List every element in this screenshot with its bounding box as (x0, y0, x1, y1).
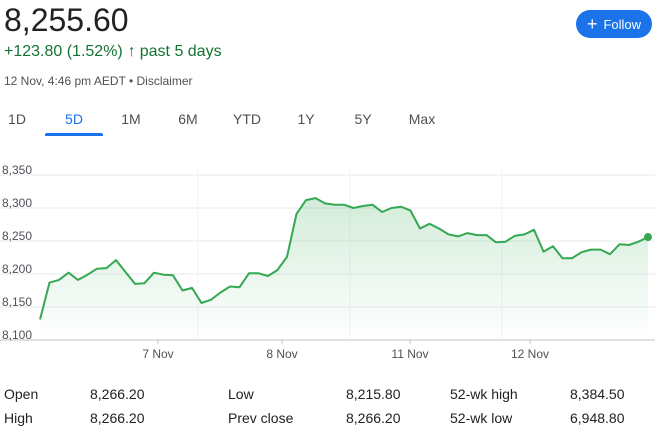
price-area (40, 198, 648, 340)
y-tick-label: 8,100 (2, 328, 32, 342)
stat-52wk-high-label: 52-wk high (450, 386, 518, 402)
last-point-marker[interactable] (644, 233, 652, 242)
y-tick-label: 8,350 (2, 163, 32, 177)
change-period: past 5 days (139, 43, 222, 60)
tab-max[interactable]: Max (408, 111, 436, 127)
tab-5y[interactable]: 5Y (354, 111, 372, 127)
arrow-up-icon: ↑ (127, 43, 136, 60)
tab-ytd[interactable]: YTD (233, 111, 261, 127)
price-line (39, 197, 649, 320)
stat-open-value: 8,266.20 (90, 386, 145, 402)
y-tick-label: 8,200 (2, 262, 32, 276)
y-axis: 8,350 8,300 8,250 8,200 8,150 8,100 (2, 163, 32, 342)
stat-low-value: 8,215.80 (346, 386, 401, 402)
tab-6m[interactable]: 6M (178, 111, 198, 127)
quote-meta: 12 Nov, 4:46 pm AEDT • Disclaimer (4, 74, 193, 88)
x-axis: 7 Nov 8 Nov 11 Nov 12 Nov (142, 340, 549, 361)
stat-high-label: High (4, 410, 33, 426)
stat-52wk-low-value: 6,948.80 (570, 410, 625, 426)
tab-1m[interactable]: 1M (121, 111, 141, 127)
current-price: 8,255.60 (4, 2, 129, 38)
timestamp: 12 Nov, 4:46 pm AEDT (4, 74, 126, 88)
y-tick-label: 8,250 (2, 229, 32, 243)
stat-52wk-high-value: 8,384.50 (570, 386, 625, 402)
tab-1d[interactable]: 1D (8, 111, 26, 127)
x-tick-label: 7 Nov (142, 347, 173, 361)
price-change: +123.80 (1.52%) (4, 43, 123, 60)
price-change-row: +123.80 (1.52%) ↑ past 5 days (4, 43, 222, 61)
stat-low-label: Low (228, 386, 254, 402)
time-range-tabs: 1D 5D 1M 6M YTD 1Y 5Y Max (0, 104, 460, 136)
y-tick-label: 8,150 (2, 295, 32, 309)
tab-5d[interactable]: 5D (45, 104, 103, 136)
stat-prev-close-value: 8,266.20 (346, 410, 401, 426)
price-chart: 8,350 8,300 8,250 8,200 8,150 8,100 7 Nov 8 No… (0, 163, 655, 361)
disclaimer-link[interactable]: Disclaimer (136, 74, 193, 88)
stat-52wk-low-label: 52-wk low (450, 410, 513, 426)
x-tick-label: 11 Nov (391, 347, 428, 361)
x-tick-label: 12 Nov (511, 347, 549, 361)
plus-icon: + (586, 14, 598, 34)
meta-separator: • (125, 74, 137, 88)
x-tick-label: 8 Nov (266, 347, 297, 361)
stat-prev-close-label: Prev close (228, 410, 294, 426)
tab-1y[interactable]: 1Y (297, 111, 315, 127)
follow-button[interactable]: + Follow (576, 10, 652, 38)
stat-high-value: 8,266.20 (90, 410, 145, 426)
stat-open-label: Open (4, 386, 39, 402)
follow-label: Follow (603, 16, 642, 32)
y-tick-label: 8,300 (2, 196, 32, 210)
